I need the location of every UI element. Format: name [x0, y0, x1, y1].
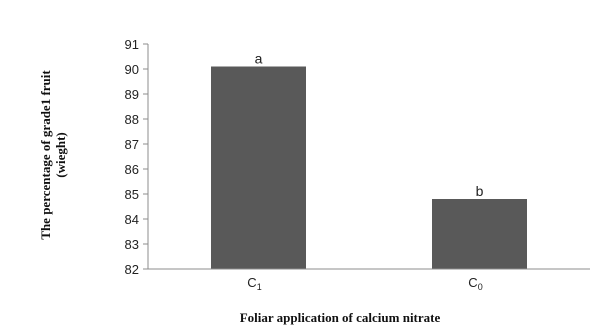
bars: ab [211, 51, 527, 269]
y-tick-label: 82 [125, 262, 139, 277]
x-category-label: C0 [468, 275, 482, 292]
y-tick-label: 86 [125, 162, 139, 177]
y-axis-ticks: 82 83 84 85 86 87 88 89 90 91 [125, 37, 148, 277]
y-tick-label: 89 [125, 87, 139, 102]
y-tick-label: 84 [125, 212, 139, 227]
significance-letter: b [476, 183, 484, 199]
bar-c0 [432, 199, 527, 269]
x-category-label: C1 [247, 275, 261, 292]
y-axis-title-line-2: (wieght) [53, 132, 68, 178]
x-axis-categories: C1 C0 [247, 275, 482, 292]
significance-letter: a [255, 51, 263, 67]
y-axis-title-line-1: The percentage of grade1 fruit [38, 70, 53, 240]
y-tick-label: 87 [125, 137, 139, 152]
y-tick-label: 88 [125, 112, 139, 127]
y-tick-label: 85 [125, 187, 139, 202]
y-tick-label: 91 [125, 37, 139, 52]
y-tick-label: 83 [125, 237, 139, 252]
bar-c1 [211, 66, 306, 269]
y-tick-label: 90 [125, 62, 139, 77]
x-axis-title: Foliar application of calcium nitrate [240, 310, 441, 325]
